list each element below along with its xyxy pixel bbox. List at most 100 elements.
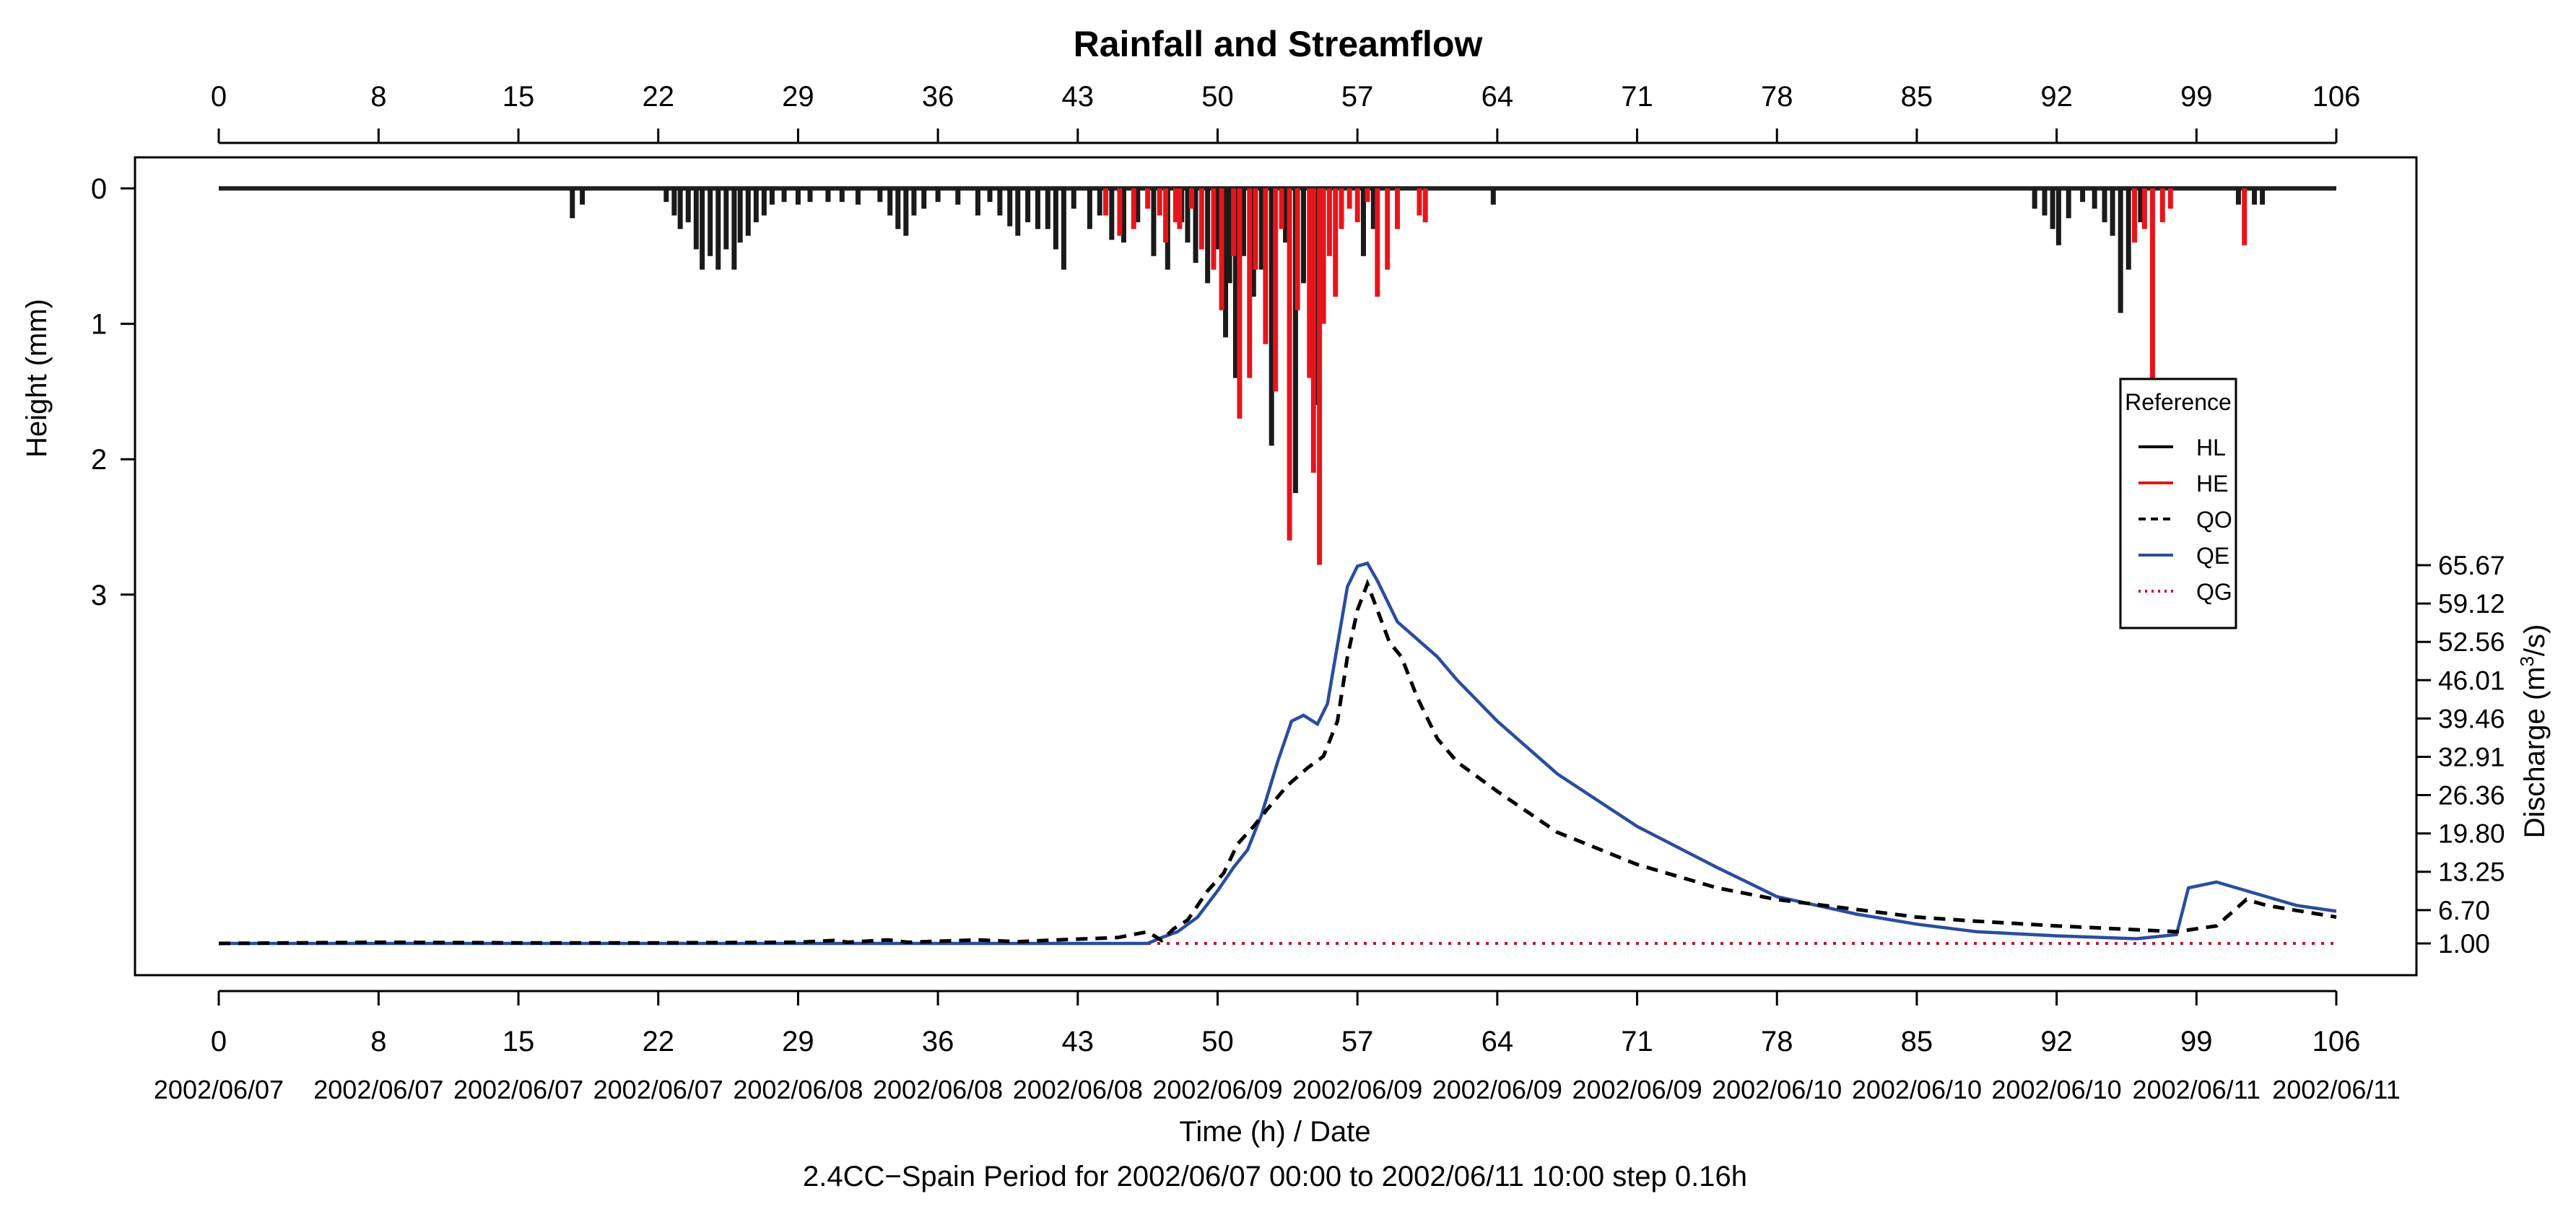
hl-bar [700,188,705,270]
top-x-tick-label: 64 [1481,81,1514,113]
bottom-x-date-label: 2002/06/08 [1013,1075,1143,1104]
right-y-tick-label: 19.80 [2438,819,2505,849]
hl-bar [1121,188,1126,243]
hl-bar [2138,188,2144,222]
hl-bar [1185,188,1191,243]
hl-bar [2032,188,2037,209]
hl-bar [2252,188,2258,205]
top-x-tick-label: 106 [2312,81,2361,113]
top-x-tick-label: 8 [370,81,386,113]
he-bar [2167,188,2173,209]
hl-bar [795,188,801,205]
hl-bar [580,188,586,205]
he-bar [1189,188,1195,209]
hl-bar [2092,188,2097,209]
he-bar [1294,188,1300,310]
he-bar [1247,188,1253,378]
hl-bar [2050,188,2055,230]
legend-box [2119,378,2237,629]
bottom-x-tick-label: 85 [1901,1026,1933,1057]
hl-bar [895,188,901,230]
hl-bar [753,188,759,222]
hl-bar [1135,188,1141,222]
bottom-x-tick-label: 0 [211,1026,227,1057]
bottom-x-axis: 0 2002/06/07 8 2002/06/07 15 2002/06/07 22 2002… [154,990,2401,1104]
he-bar [1375,188,1380,297]
legend-label-qg: QG [2196,579,2232,605]
hl-bar [723,188,729,250]
hl-bar [2102,188,2107,222]
hl-bar [1087,188,1092,230]
bottom-x-tick-label: 29 [782,1026,814,1057]
right-y-tick-label: 1.00 [2438,929,2490,959]
he-bar [1395,188,1401,230]
hl-bar [2080,188,2086,202]
bottom-x-date-label: 2002/06/07 [154,1075,284,1104]
hl-bar [1007,188,1013,227]
right-y-tick-label: 13.25 [2438,858,2505,887]
hl-bar [935,188,941,202]
left-y-tick-label: 3 [91,580,107,611]
bottom-x-date-label: 2002/06/08 [733,1075,863,1104]
hl-bar [1097,188,1102,216]
top-x-tick-label: 99 [2180,81,2213,113]
he-bar [2149,188,2155,432]
hl-bar [887,188,893,216]
he-bar [1287,188,1292,541]
hl-bar [987,188,993,202]
hl-bar [671,188,677,216]
bottom-x-date-label: 2002/06/10 [1712,1075,1842,1104]
he-bar [1231,188,1237,256]
top-x-tick-label: 29 [782,81,814,113]
he-bar [1263,188,1269,344]
he-bar [1253,188,1258,270]
he-bar [1422,188,1428,222]
bottom-x-tick-label: 8 [370,1026,386,1057]
hl-bar [807,188,813,202]
bottom-x-tick-label: 106 [2312,1026,2361,1057]
bottom-x-date-label: 2002/06/11 [2133,1075,2261,1104]
he-bar [2141,188,2147,230]
top-x-tick-label: 22 [642,81,674,113]
hl-bar [1045,188,1050,230]
he-bar [2159,188,2165,222]
hl-bar [825,188,831,202]
hl-bar [2235,188,2241,205]
hl-bar [1151,188,1157,256]
right-y-tick-label: 52.56 [2438,627,2505,657]
he-bar [2132,188,2138,243]
hl-bar [1269,188,1274,446]
right-y-tick-label: 46.01 [2438,666,2505,695]
top-x-tick-label: 43 [1062,81,1095,113]
hl-bar [708,188,713,256]
right-y-tick-label: 39.46 [2438,704,2505,733]
he-bar [1326,188,1332,256]
hl-bar [1283,188,1289,243]
top-x-tick-label: 36 [922,81,954,113]
bottom-x-date-label: 2002/06/09 [1292,1075,1422,1104]
he-bar [1279,188,1284,230]
hl-bar [781,188,787,202]
right-y-tick-label: 26.36 [2438,781,2505,811]
he-bar [1317,188,1323,565]
bottom-x-tick-label: 71 [1621,1026,1653,1057]
hl-bar [975,188,980,216]
top-x-tick-label: 15 [502,81,535,113]
hl-bar [1214,188,1220,250]
hl-bar [769,188,775,205]
bottom-x-tick-label: 22 [642,1026,674,1057]
legend-label-he: HE [2196,471,2228,497]
hl-bar [663,188,669,202]
bottom-x-tick-label: 36 [922,1026,954,1057]
hl-bar [1071,188,1076,209]
he-bar [1385,188,1391,270]
hl-bar [737,188,743,243]
qo-series-line [218,578,2337,946]
hl-bar [877,188,883,202]
hl-bar [2125,188,2131,270]
legend-label-hl: HL [2196,435,2226,461]
hl-bar [1109,188,1115,240]
bottom-x-tick-label: 15 [502,1026,535,1057]
hl-bar [1292,188,1298,494]
bottom-x-date-label: 2002/06/07 [453,1075,583,1104]
